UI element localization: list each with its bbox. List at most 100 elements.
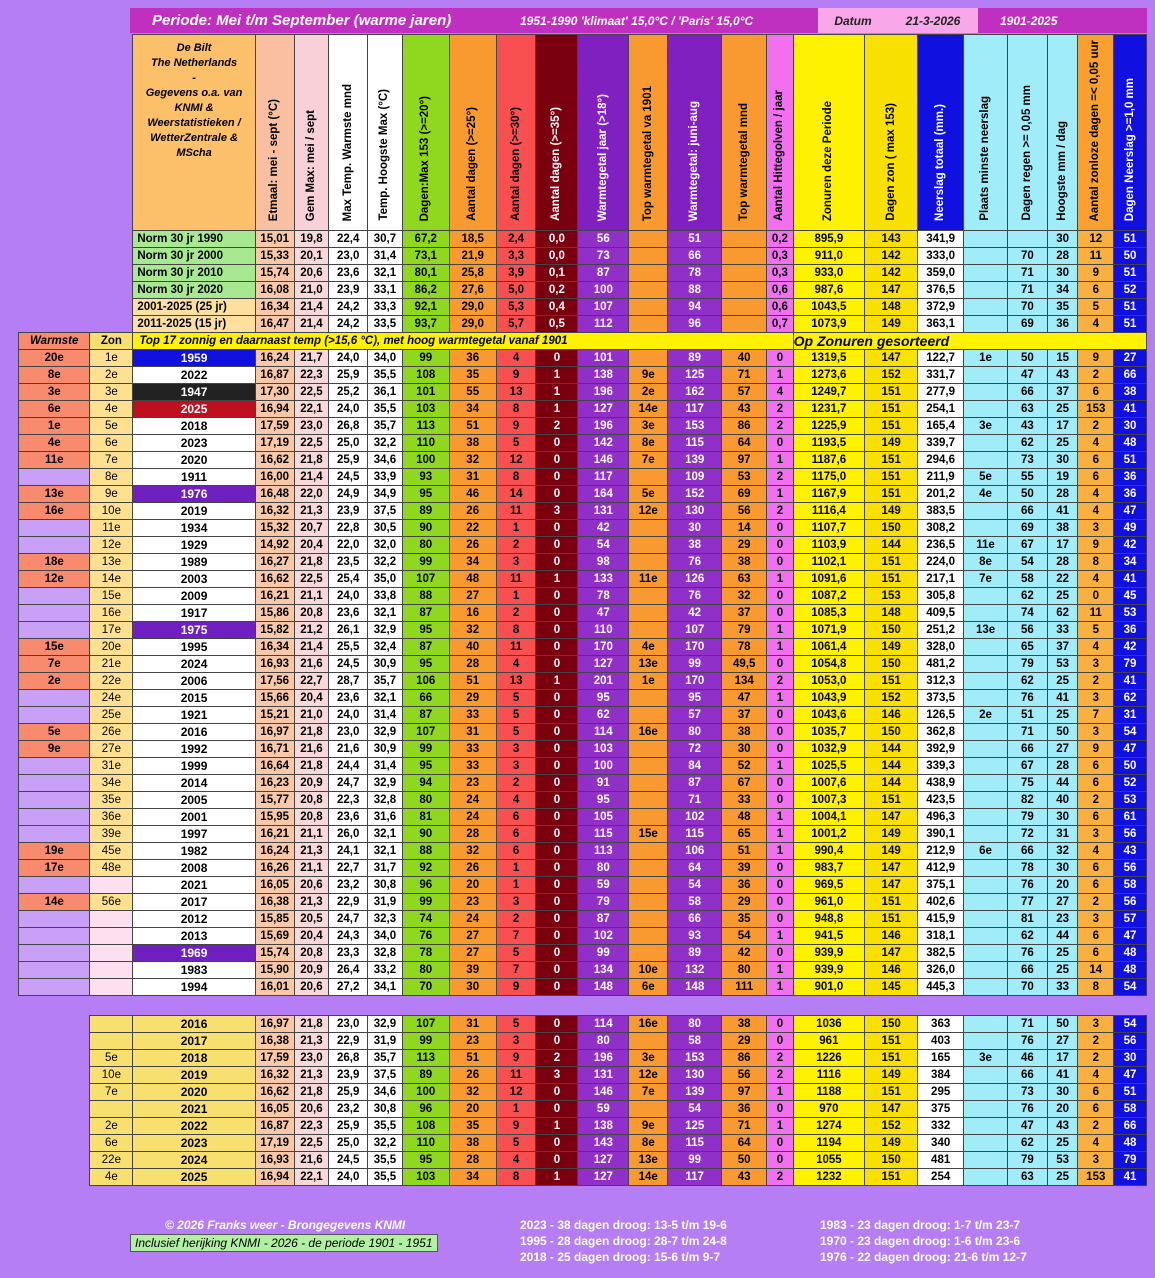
data-cell: 196 bbox=[577, 1049, 630, 1067]
data-cell: 16,38 bbox=[254, 893, 295, 911]
data-cell: 0 bbox=[535, 1100, 579, 1118]
norm-cell: 28 bbox=[1046, 247, 1079, 265]
data-cell: 50 bbox=[1046, 723, 1079, 741]
table-row: 16e 1917 15,86 20,8 23,6 32,1 87 16 2 0 47 42 37 0 108… bbox=[17, 604, 1147, 622]
data-cell: 54 bbox=[667, 1100, 723, 1118]
data-cell: 9 bbox=[495, 978, 537, 996]
norm-cell: 27,6 bbox=[448, 281, 497, 299]
data-cell: 0 bbox=[535, 451, 579, 469]
data-cell: 15,66 bbox=[254, 689, 295, 707]
data-cell: 47 bbox=[1113, 502, 1147, 520]
zon-rank: 10e bbox=[89, 502, 134, 520]
recent-row: 7e 2020 16,62 21,8 25,9 34,6 100 32 12 0 146 7e 139 9… bbox=[18, 1083, 1147, 1101]
column-header: Gem Max: mei / sept bbox=[293, 34, 330, 231]
data-cell: 17,30 bbox=[254, 383, 295, 401]
data-cell: 42 bbox=[1113, 638, 1147, 656]
table-row: 3e 3e 1947 17,30 22,5 25,2 36,1 101 55 13 1 196 2e 16… bbox=[17, 383, 1147, 401]
warmste-rank bbox=[17, 876, 91, 894]
data-cell: 25,0 bbox=[328, 1134, 369, 1152]
data-cell: 14e bbox=[628, 1168, 669, 1186]
norm-cell: 372,9 bbox=[917, 298, 965, 316]
data-cell: 4 bbox=[766, 383, 794, 401]
norm-cell: 5,0 bbox=[495, 281, 537, 299]
data-cell: 339,3 bbox=[917, 757, 965, 775]
data-cell: 1 bbox=[766, 366, 794, 384]
data-cell: 31,6 bbox=[367, 808, 403, 826]
data-cell: 147 bbox=[864, 1100, 919, 1118]
year-cell: 1995 bbox=[132, 638, 256, 656]
data-cell: 24 bbox=[448, 791, 497, 809]
column-header: Aantal dagen (>=35°) bbox=[535, 34, 579, 231]
data-cell: 48 bbox=[448, 570, 497, 588]
data-cell: 31 bbox=[448, 468, 497, 486]
data-cell bbox=[628, 859, 669, 877]
year-cell: 2013 bbox=[132, 927, 256, 945]
data-cell: 390,1 bbox=[917, 825, 965, 843]
data-cell: 990,4 bbox=[792, 842, 866, 860]
data-cell: 4 bbox=[1077, 485, 1115, 503]
norm-cell: 23,6 bbox=[328, 264, 369, 282]
data-cell: 4 bbox=[495, 1151, 537, 1169]
data-cell: 151 bbox=[864, 1168, 919, 1186]
data-cell: 62 bbox=[1007, 672, 1048, 690]
data-cell: 44 bbox=[1046, 927, 1079, 945]
data-cell: 51 bbox=[1007, 706, 1048, 724]
data-cell: 98 bbox=[577, 553, 630, 571]
data-cell: 201 bbox=[577, 672, 630, 690]
data-cell: 7 bbox=[495, 961, 537, 979]
data-cell bbox=[963, 689, 1008, 707]
norm-cell: 21,4 bbox=[293, 298, 330, 316]
data-cell: 11 bbox=[495, 570, 537, 588]
table-row: 36e 2001 15,95 20,8 23,6 31,6 81 24 6 0 105 102 48 1 1… bbox=[17, 808, 1147, 826]
data-cell: 149 bbox=[864, 825, 919, 843]
data-cell: 14 bbox=[721, 519, 768, 537]
data-cell: 0 bbox=[535, 723, 579, 741]
zon-header: Zon bbox=[89, 332, 134, 350]
data-cell: 47 bbox=[1113, 1066, 1147, 1084]
data-cell: 15,95 bbox=[254, 808, 295, 826]
year-cell: 2019 bbox=[132, 502, 256, 520]
data-cell: 35,5 bbox=[367, 366, 403, 384]
year-cell: 2003 bbox=[132, 570, 256, 588]
data-cell: 26,1 bbox=[328, 621, 369, 639]
data-cell: 43 bbox=[1046, 366, 1079, 384]
data-cell: 100 bbox=[577, 757, 630, 775]
data-cell: 31,9 bbox=[367, 893, 403, 911]
data-cell: 0 bbox=[535, 978, 579, 996]
norm-cell: 51 bbox=[1113, 315, 1147, 333]
data-cell: 15,21 bbox=[254, 706, 295, 724]
data-cell: 1187,6 bbox=[792, 451, 866, 469]
data-cell: 9e bbox=[628, 366, 669, 384]
data-cell: 15,82 bbox=[254, 621, 295, 639]
column-header: Hoogste mm / dag bbox=[1046, 34, 1079, 231]
data-cell: 4e bbox=[628, 638, 669, 656]
data-cell: 0 bbox=[766, 706, 794, 724]
data-cell: 81 bbox=[401, 808, 450, 826]
data-cell: 16,23 bbox=[254, 774, 295, 792]
recent-row: 5e 2018 17,59 23,0 26,8 35,7 113 51 9 2 196 3e 153 86… bbox=[18, 1049, 1147, 1067]
data-cell: 146 bbox=[864, 961, 919, 979]
data-cell: 106 bbox=[401, 672, 450, 690]
data-cell: 36 bbox=[721, 876, 768, 894]
warmste-rank: 5e bbox=[17, 723, 91, 741]
data-cell: 53 bbox=[1046, 655, 1079, 673]
data-cell: 151 bbox=[864, 468, 919, 486]
data-cell: 21,4 bbox=[293, 638, 330, 656]
data-cell: 25,9 bbox=[328, 1083, 369, 1101]
data-cell: 48 bbox=[1113, 944, 1147, 962]
zon-rank bbox=[89, 876, 134, 894]
data-cell: 52 bbox=[721, 757, 768, 775]
data-cell: 66 bbox=[1007, 502, 1048, 520]
data-cell: 8 bbox=[495, 400, 537, 418]
data-cell: 15,74 bbox=[254, 944, 295, 962]
data-cell: 33 bbox=[1046, 621, 1079, 639]
zon-rank: 15e bbox=[89, 587, 134, 605]
table-row: 5e 26e 2016 16,97 21,8 23,0 32,9 107 31 5 0 114 16e 8… bbox=[17, 723, 1147, 741]
data-cell: 4 bbox=[495, 349, 537, 367]
data-cell: 110 bbox=[401, 1134, 450, 1152]
data-cell: 481,2 bbox=[917, 655, 965, 673]
data-cell: 1054,8 bbox=[792, 655, 866, 673]
data-cell: 11 bbox=[495, 502, 537, 520]
data-cell: 16,93 bbox=[254, 1151, 295, 1169]
data-cell: 35 bbox=[448, 366, 497, 384]
